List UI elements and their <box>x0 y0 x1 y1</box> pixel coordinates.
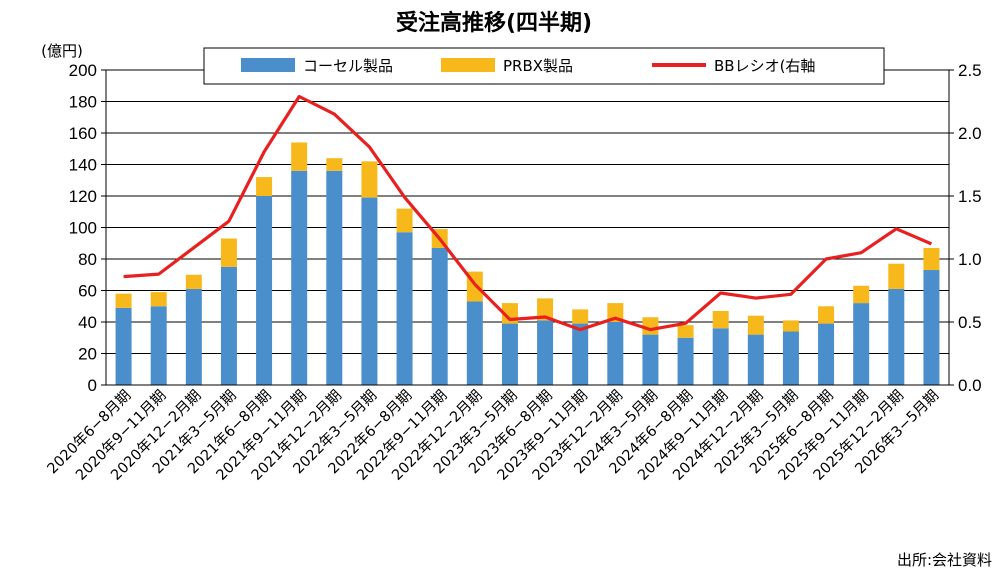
bar-prbx <box>291 142 308 171</box>
bar-cosel <box>326 170 343 385</box>
chart-title: 受注高推移(四半期) <box>396 10 592 36</box>
bar-prbx <box>326 158 343 171</box>
source-note: 出所:会社資料 <box>897 551 992 569</box>
bar-prbx <box>782 320 799 332</box>
y-left-tick-label: 120 <box>69 187 97 206</box>
bar-cosel <box>501 323 518 385</box>
legend-label-cosel: コーセル製品 <box>303 57 393 75</box>
bar-cosel <box>115 307 132 385</box>
bar-cosel <box>256 196 273 385</box>
bar-prbx <box>185 274 202 289</box>
bar-cosel <box>677 337 694 385</box>
bb-ratio-line-layer <box>123 94 933 332</box>
y-right-tick-label: 1.5 <box>958 187 982 206</box>
bar-prbx <box>747 315 764 335</box>
bar-prbx <box>677 325 694 338</box>
bar-prbx <box>572 309 589 324</box>
bb-ratio-line <box>123 94 933 332</box>
legend-swatch-prbx <box>441 58 495 72</box>
bar-cosel <box>291 170 308 385</box>
y-left-tick-label: 160 <box>69 124 97 143</box>
y-right-tick-label: 2.5 <box>958 61 982 80</box>
bar-cosel <box>888 288 905 385</box>
bar-cosel <box>466 301 483 385</box>
bar-cosel <box>220 266 237 385</box>
y-axis-right: 0.0 0.5 1.0 1.5 2.0 2.5 <box>949 61 982 395</box>
y-axis-left: 0 20 40 60 80 100 120 140 160 180 200 <box>69 61 106 395</box>
y-left-tick-label: 40 <box>78 313 97 332</box>
y-right-tick-label: 0.5 <box>958 313 982 332</box>
bar-cosel <box>537 320 554 385</box>
bar-prbx <box>150 292 167 307</box>
bar-cosel <box>431 247 448 385</box>
bars <box>115 142 940 385</box>
bar-prbx <box>818 306 835 324</box>
y-left-tick-label: 0 <box>88 376 97 395</box>
x-axis-categories: 2020年6−8月期2020年9−11月期2020年12−2月期2021年3−5… <box>44 387 942 484</box>
y-left-tick-label: 180 <box>69 93 97 112</box>
bar-prbx <box>361 161 378 198</box>
bar-cosel <box>782 331 799 385</box>
bar-cosel <box>747 334 764 385</box>
bar-cosel <box>150 306 167 385</box>
gridlines <box>106 101 949 354</box>
y-left-tick-label: 140 <box>69 156 97 175</box>
bar-cosel <box>361 197 378 385</box>
legend: コーセル製品 PRBX製品 BBレシオ(右軸 <box>203 47 885 85</box>
bar-cosel <box>185 288 202 385</box>
bar-cosel <box>712 328 729 385</box>
bar-prbx <box>396 208 413 233</box>
bar-prbx <box>537 298 554 321</box>
bar-prbx <box>220 238 237 267</box>
bar-prbx <box>115 293 132 308</box>
y-axis-unit-label: (億円) <box>41 42 83 60</box>
bar-prbx <box>607 303 624 322</box>
y-right-tick-label: 1.0 <box>958 250 982 269</box>
bar-cosel <box>572 323 589 385</box>
legend-box <box>203 47 885 85</box>
bar-cosel <box>607 322 624 385</box>
y-left-tick-label: 20 <box>78 345 97 364</box>
legend-label-prbx: PRBX製品 <box>503 57 573 75</box>
y-left-tick-label: 80 <box>78 250 97 269</box>
y-left-tick-label: 60 <box>78 282 97 301</box>
y-right-tick-label: 0.0 <box>958 376 982 395</box>
bar-prbx <box>642 317 659 335</box>
bar-cosel <box>853 303 870 385</box>
bar-prbx <box>712 310 729 329</box>
bar-prbx <box>923 247 940 271</box>
legend-label-bb-ratio: BBレシオ(右軸 <box>714 57 815 75</box>
bar-cosel <box>396 232 413 385</box>
bar-cosel <box>818 323 835 385</box>
bar-cosel <box>642 334 659 385</box>
y-left-tick-label: 200 <box>69 61 97 80</box>
y-left-tick-label: 100 <box>69 219 97 238</box>
legend-swatch-cosel <box>241 58 295 72</box>
bar-prbx <box>853 285 870 304</box>
bar-prbx <box>256 177 273 196</box>
bar-prbx <box>888 263 905 289</box>
y-right-tick-label: 2.0 <box>958 124 982 143</box>
bar-cosel <box>923 270 940 385</box>
